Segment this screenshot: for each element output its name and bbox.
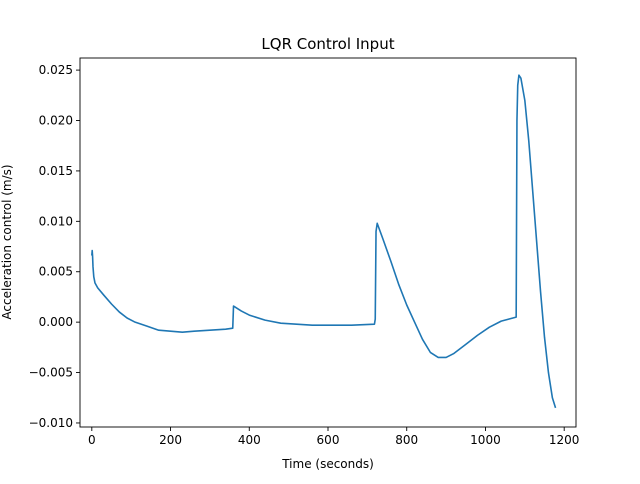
y-tick-label: 0.015 xyxy=(39,164,73,178)
x-tick-label: 1200 xyxy=(549,433,580,447)
x-tick-label: 800 xyxy=(395,433,418,447)
chart-title: LQR Control Input xyxy=(261,35,394,53)
x-axis-label: Time (seconds) xyxy=(281,457,374,471)
x-tick-label: 200 xyxy=(159,433,182,447)
series-line-0 xyxy=(91,74,557,409)
y-tick-label: 0.010 xyxy=(39,214,73,228)
x-tick-label: 600 xyxy=(317,433,340,447)
x-tick-label: 400 xyxy=(238,433,261,447)
x-tick-label: 1000 xyxy=(470,433,501,447)
y-axis-label: Acceleration control (m/s) xyxy=(0,164,14,319)
y-tick-label: 0.025 xyxy=(39,63,73,77)
y-tick-label: 0.020 xyxy=(39,114,73,128)
x-tick-label: 0 xyxy=(88,433,96,447)
y-tick-label: −0.005 xyxy=(29,366,73,380)
plot-area: 0 200 400 600 800 1000 1200 −0.010 −0.005 0.000 0.… xyxy=(29,57,580,447)
y-tick-label: 0.000 xyxy=(39,315,73,329)
y-tick-label: 0.005 xyxy=(39,265,73,279)
y-tick-label: −0.010 xyxy=(29,416,73,430)
